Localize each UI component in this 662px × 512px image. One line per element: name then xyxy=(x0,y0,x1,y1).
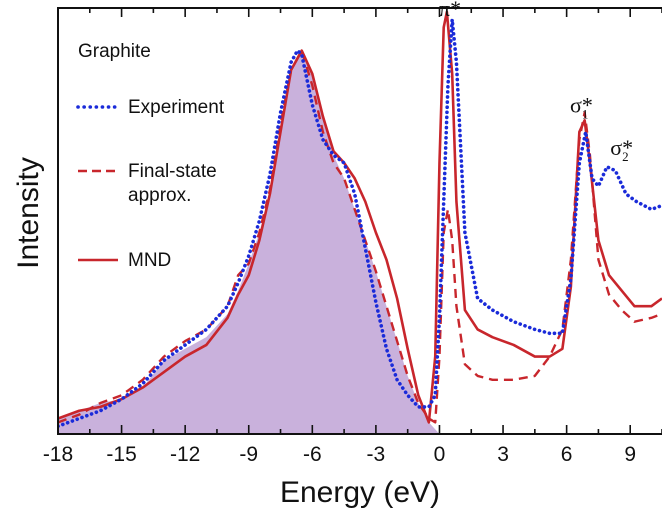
filled-region xyxy=(58,50,440,434)
legend-title: Graphite xyxy=(78,41,151,62)
series-layer xyxy=(58,10,662,429)
x-tick-label: -6 xyxy=(303,443,322,466)
x-tick-label: -9 xyxy=(239,443,258,466)
axes: -18 -15 -12 -9 -6 -3 0 3 6 9 xyxy=(43,7,662,466)
peak-annotation: σ*1 xyxy=(570,93,593,122)
x-tick-label: -12 xyxy=(170,443,200,466)
peak-annotation: π* xyxy=(439,0,461,21)
legend: Graphite Experiment Final-state approx. MND xyxy=(76,41,225,271)
x-tick-label: 0 xyxy=(434,443,446,466)
series-line-experiment xyxy=(58,17,662,429)
x-tick-label: 3 xyxy=(497,443,509,466)
plot-frame xyxy=(57,7,662,435)
annotations-layer: π* σ*1 σ*2 xyxy=(439,0,633,164)
x-tick-label: 6 xyxy=(561,443,573,466)
legend-label: Final-state approx. xyxy=(128,161,217,206)
x-tick-label: -18 xyxy=(43,443,73,466)
peak-annotation: σ*2 xyxy=(610,135,633,164)
filled-region-layer xyxy=(58,50,440,434)
x-tick-label: -3 xyxy=(367,443,386,466)
x-axis-title: Energy (eV) xyxy=(280,476,440,509)
x-tick-label: 9 xyxy=(624,443,636,466)
x-tick-label: -15 xyxy=(106,443,136,466)
legend-label: Experiment xyxy=(128,97,225,118)
y-axis-title: Intensity xyxy=(12,157,45,269)
legend-label: MND xyxy=(128,250,171,271)
